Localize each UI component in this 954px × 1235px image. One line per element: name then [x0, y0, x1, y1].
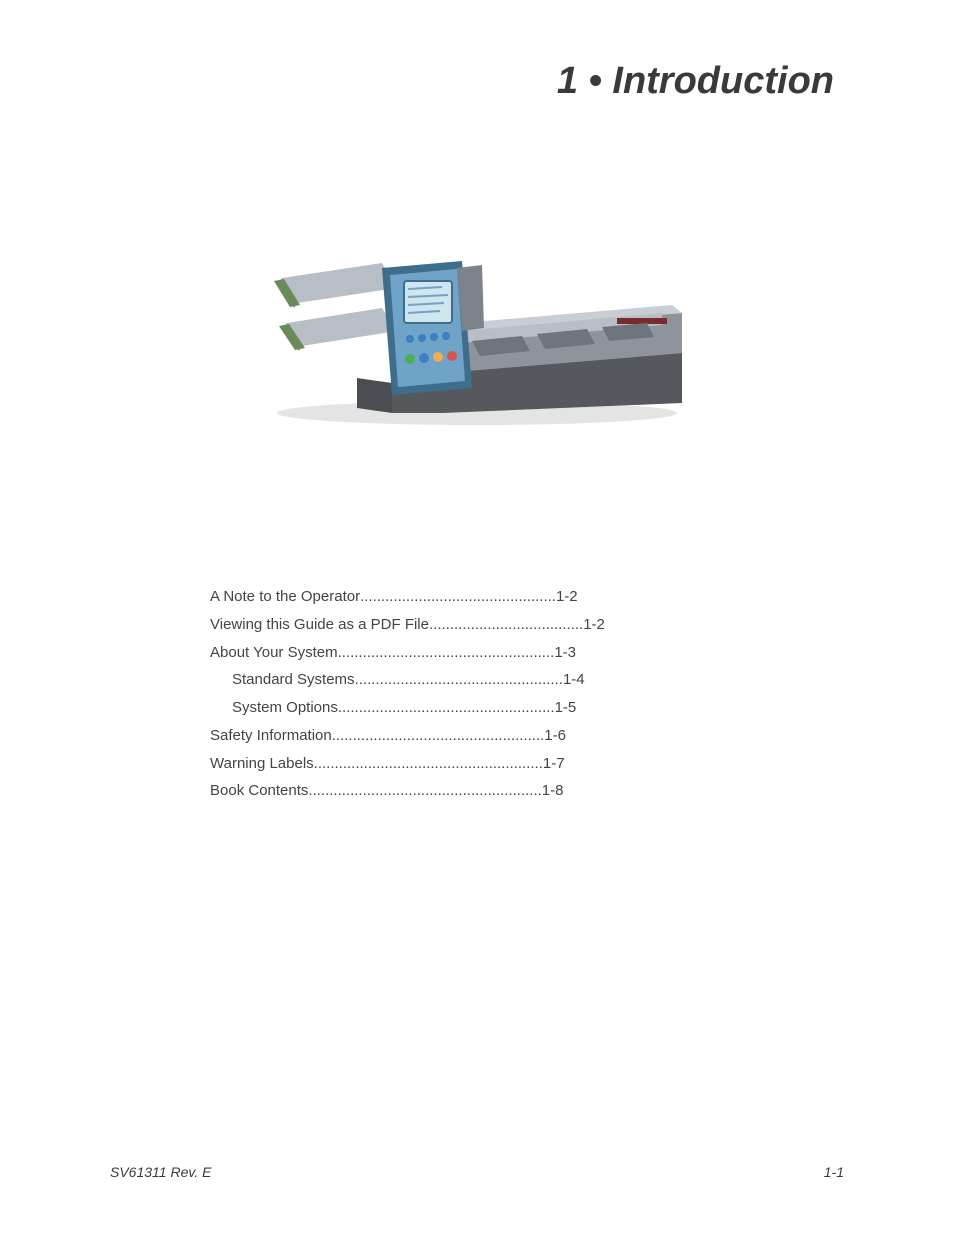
- toc-entry-label: A Note to the Operator: [210, 588, 360, 605]
- toc-dot-leader: ........................................…: [308, 777, 541, 805]
- footer-page-number: 1-1: [824, 1164, 844, 1180]
- toc-entry-label: Standard Systems: [232, 671, 355, 688]
- toc-entry-page: 1-7: [543, 755, 565, 772]
- toc-dot-leader: ........................................…: [314, 750, 543, 778]
- toc-entry-page: 1-4: [563, 671, 585, 688]
- document-page: 1 • Introduction: [0, 0, 954, 1235]
- toc-entry-page: 1-6: [544, 727, 566, 744]
- toc-entry-label: Warning Labels: [210, 755, 314, 772]
- toc-entry: A Note to the Operator..................…: [210, 583, 764, 611]
- toc-entry-label: About Your System: [210, 644, 338, 661]
- page-footer: SV61311 Rev. E 1-1: [110, 1164, 844, 1180]
- toc-dot-leader: .....................................: [429, 611, 583, 639]
- toc-dot-leader: ........................................…: [338, 694, 555, 722]
- toc-entry: Viewing this Guide as a PDF File........…: [210, 611, 764, 639]
- toc-entry: Warning Labels..........................…: [210, 750, 764, 778]
- footer-doc-id: SV61311 Rev. E: [110, 1164, 211, 1180]
- chapter-title: 1 • Introduction: [110, 60, 834, 103]
- toc-entry-label: System Options: [232, 699, 338, 716]
- toc-entry: Book Contents...........................…: [210, 777, 764, 805]
- toc-entry-page: 1-3: [554, 644, 576, 661]
- table-of-contents: A Note to the Operator..................…: [210, 583, 764, 805]
- toc-entry-page: 1-8: [542, 782, 564, 799]
- toc-dot-leader: ........................................…: [332, 722, 545, 750]
- toc-entry: Standard Systems........................…: [210, 666, 764, 694]
- toc-entry: System Options..........................…: [210, 694, 764, 722]
- toc-entry: Safety Information......................…: [210, 722, 764, 750]
- toc-entry-page: 1-2: [556, 588, 578, 605]
- toc-entry-label: Book Contents: [210, 782, 308, 799]
- toc-dot-leader: ........................................…: [355, 666, 563, 694]
- toc-dot-leader: ........................................…: [338, 639, 555, 667]
- toc-entry: About Your System.......................…: [210, 639, 764, 667]
- toc-entry-label: Safety Information: [210, 727, 332, 744]
- product-illustration: [262, 213, 692, 433]
- toc-entry-page: 1-2: [583, 616, 605, 633]
- toc-dot-leader: ........................................…: [360, 583, 556, 611]
- toc-entry-label: Viewing this Guide as a PDF File: [210, 616, 429, 633]
- toc-entry-page: 1-5: [555, 699, 577, 716]
